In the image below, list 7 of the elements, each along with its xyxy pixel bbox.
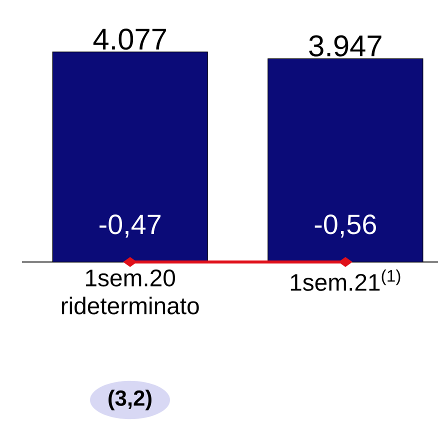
annotation: -0,47 [100,214,160,238]
x-tick-label: 1sem.20 rideterminato [62,270,199,314]
annotation: -0,56 [314,214,376,238]
data-label: 3.947 [309,35,382,56]
x-tick-label: 1sem.21$^{(1)}$ [290,270,400,291]
data-label: 4.077 [93,28,166,50]
text: (3,2) [108,390,152,410]
